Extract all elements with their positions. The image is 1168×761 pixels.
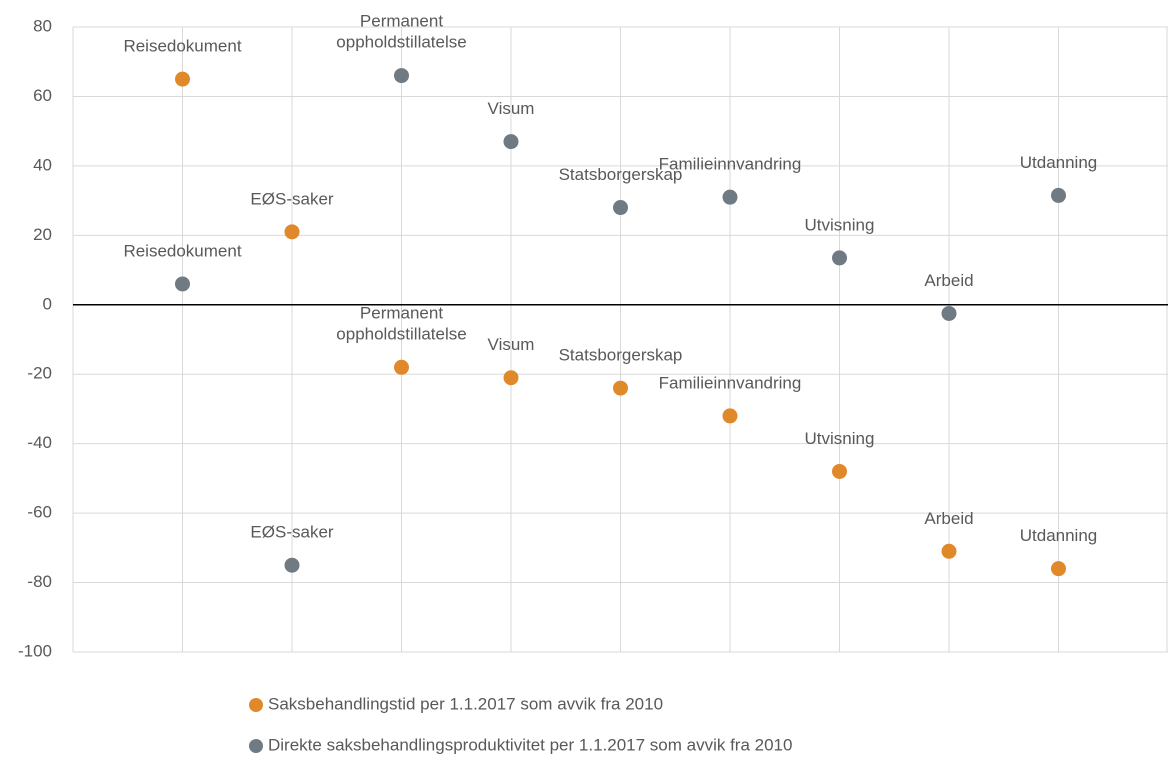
y-tick-label: -100 (18, 641, 52, 660)
point (175, 71, 190, 87)
point (613, 200, 628, 216)
point (1051, 187, 1066, 203)
y-tick-label: 20 (33, 225, 52, 244)
point (394, 68, 409, 84)
data-label: EØS-saker (250, 523, 333, 542)
data-label: EØS-saker (250, 189, 333, 208)
data-label: Permanent oppholdstillatelse (336, 304, 466, 344)
legend-marker (249, 698, 263, 712)
point (722, 408, 738, 424)
y-tick-label: -20 (27, 364, 52, 383)
legend-label: Saksbehandlingstid per 1.1.2017 som avvi… (268, 694, 663, 713)
y-tick-label: -40 (27, 433, 52, 452)
data-label: Arbeid (924, 509, 973, 528)
point (832, 463, 847, 479)
point (284, 224, 300, 240)
data-label: Reisedokument (123, 241, 241, 260)
data-label: Visum (488, 99, 535, 118)
point (832, 250, 847, 266)
point (613, 380, 628, 396)
data-label: Familieinnvandring (659, 155, 802, 174)
data-label: Statsborgerskap (559, 346, 683, 365)
point (1051, 561, 1066, 577)
data-label: Familieinnvandring (659, 373, 802, 392)
point (284, 557, 300, 573)
point (503, 370, 519, 386)
y-tick-label: 0 (43, 294, 52, 313)
point (941, 543, 957, 559)
point (394, 359, 409, 375)
y-tick-label: -60 (27, 503, 52, 522)
data-label: Visum (488, 335, 535, 354)
point (175, 276, 190, 292)
data-label: Statsborgerskap (559, 165, 683, 184)
point (941, 305, 957, 321)
data-label: Utdanning (1020, 526, 1098, 545)
legend-label: Direkte saksbehandlingsproduktivitet per… (268, 735, 792, 754)
data-label: Permanent oppholdstillatelse (336, 12, 466, 52)
y-tick-label: -80 (27, 572, 52, 591)
y-tick-label: 40 (33, 155, 52, 174)
point (503, 134, 519, 150)
y-tick-label: 80 (33, 16, 52, 35)
data-label: Reisedokument (123, 37, 241, 56)
data-label: Utdanning (1020, 153, 1098, 172)
point (722, 189, 738, 205)
legend-marker (249, 739, 263, 753)
data-label: Utvisning (805, 429, 875, 448)
data-label: Utvisning (805, 215, 875, 234)
data-label: Arbeid (924, 271, 973, 290)
y-tick-label: 60 (33, 86, 52, 105)
